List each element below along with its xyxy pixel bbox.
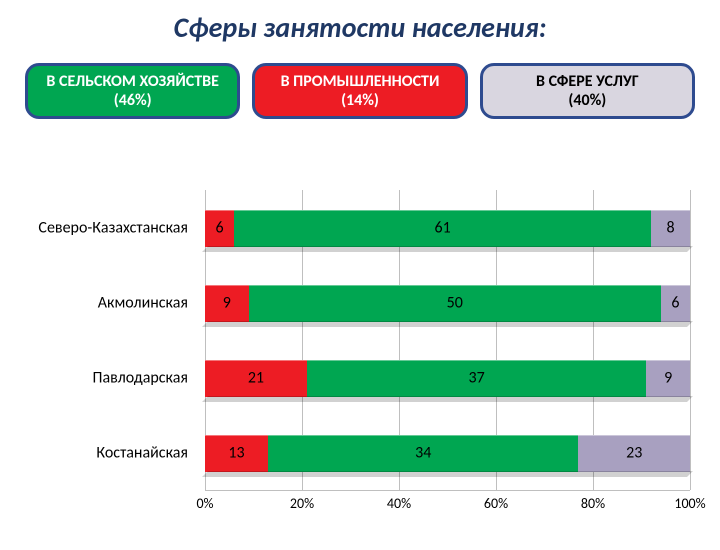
pill-industry: В ПРОМЫШЛЕННОСТИ (14%) [252, 63, 467, 119]
x-tick: 100% [674, 495, 705, 512]
bar-value: 34 [415, 444, 431, 463]
bar-shadow [202, 246, 693, 252]
bar-value: 9 [223, 294, 231, 313]
y-label: Акмолинская [18, 294, 188, 313]
y-label: Костанайская [18, 444, 188, 463]
y-label: Северо-Казахстанская [18, 219, 188, 238]
bar-value: 6 [215, 219, 223, 238]
bar-shadow [202, 396, 693, 402]
y-label: Павлодарская [18, 369, 188, 388]
grid-line [690, 190, 691, 490]
bar-value: 50 [447, 294, 463, 313]
plot-area: 0%20%40%60%80%100%Северо-КазахстанскаяАк… [205, 190, 690, 490]
bar-row: 21 37 9 [205, 360, 690, 396]
pill-agriculture: В СЕЛЬСКОМ ХОЗЯЙСТВЕ (46%) [25, 63, 240, 119]
legend-pills: В СЕЛЬСКОМ ХОЗЯЙСТВЕ (46%) В ПРОМЫШЛЕННО… [0, 63, 720, 137]
pill-line2: (14%) [341, 91, 379, 110]
pill-line1: В ПРОМЫШЛЕННОСТИ [281, 72, 440, 91]
bar-value: 21 [248, 369, 264, 388]
pill-line2: (46%) [114, 91, 152, 110]
pill-services: В СФЕРЕ УСЛУГ (40%) [480, 63, 695, 119]
x-tick: 20% [290, 495, 314, 512]
bar-value: 23 [626, 444, 642, 463]
bar-shadow [202, 471, 693, 477]
stacked-bar-chart: 0%20%40%60%80%100%Северо-КазахстанскаяАк… [30, 190, 700, 530]
pill-line1: В СФЕРЕ УСЛУГ [536, 72, 639, 91]
chart-title: Сферы занятости населения: [0, 10, 720, 45]
bar-value: 8 [667, 219, 675, 238]
x-tick: 80% [581, 495, 605, 512]
pill-line2: (40%) [568, 91, 606, 110]
bar-value: 37 [468, 369, 484, 388]
pill-line1: В СЕЛЬСКОМ ХОЗЯЙСТВЕ [46, 72, 219, 91]
bar-row: 6 61 8 [205, 210, 690, 246]
x-tick: 40% [387, 495, 411, 512]
x-tick: 60% [484, 495, 508, 512]
bar-value: 61 [435, 219, 451, 238]
bar-value: 6 [671, 294, 679, 313]
bar-value: 13 [228, 444, 244, 463]
bar-shadow [202, 321, 693, 327]
bar-row: 13 34 23 [205, 435, 690, 471]
x-tick: 0% [196, 495, 213, 512]
bar-row: 9 50 6 [205, 285, 690, 321]
bar-value: 9 [664, 369, 672, 388]
